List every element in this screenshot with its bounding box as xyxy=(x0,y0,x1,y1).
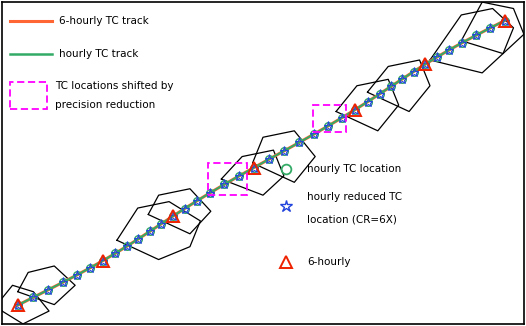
Text: location (CR=6X): location (CR=6X) xyxy=(307,214,397,224)
Text: hourly TC location: hourly TC location xyxy=(307,164,402,174)
Text: hourly TC track: hourly TC track xyxy=(59,49,139,59)
Text: precision reduction: precision reduction xyxy=(55,100,156,110)
Text: hourly reduced TC: hourly reduced TC xyxy=(307,192,402,202)
Bar xyxy=(10,82,47,109)
Text: TC locations shifted by: TC locations shifted by xyxy=(55,81,174,91)
Text: 6-hourly TC track: 6-hourly TC track xyxy=(59,16,149,26)
Bar xyxy=(208,163,247,195)
Text: 6-hourly: 6-hourly xyxy=(307,257,351,267)
Bar xyxy=(312,105,347,132)
